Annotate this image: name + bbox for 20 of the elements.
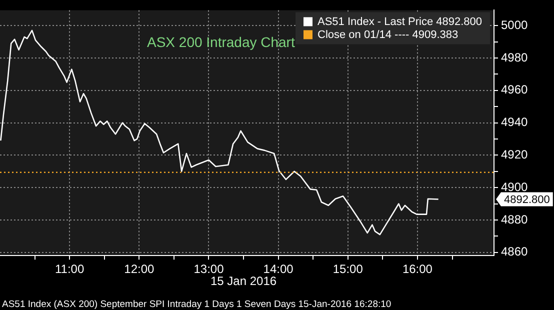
y-tick-label: 5000: [501, 18, 528, 32]
y-tick-label: 4860: [501, 244, 528, 259]
x-tick-label: 16:00: [402, 262, 433, 276]
x-tick-label: 13:00: [194, 262, 224, 276]
x-axis-title: 15 Jan 2016: [210, 274, 277, 288]
y-tick-label: 4900: [501, 180, 528, 194]
legend-label: AS51 Index - Last Price 4892.800: [318, 16, 482, 28]
y-tick-label: 4940: [501, 115, 528, 130]
x-tick-label: 14:00: [263, 262, 294, 276]
x-tick-label: 11:00: [55, 262, 84, 276]
y-tick-label: 4960: [501, 82, 528, 97]
text: 4892.800: [504, 194, 550, 206]
y-tick-label: 4920: [501, 147, 528, 162]
y-tick-label: 4980: [501, 50, 528, 64]
text: AS51 Index (ASX 200) September SPI Intraday 1 Days 1 Seven Days 15-Jan-2016 16:28:10: [2, 298, 392, 310]
text: ASX 200 Intraday Chart: [147, 34, 295, 50]
x-tick-label: 15:00: [332, 262, 364, 276]
legend-label: Close on 01/14 ---- 4909.383: [318, 29, 458, 42]
y-tick-label: 4880: [501, 212, 528, 226]
x-tick-label: 12:00: [124, 262, 154, 276]
